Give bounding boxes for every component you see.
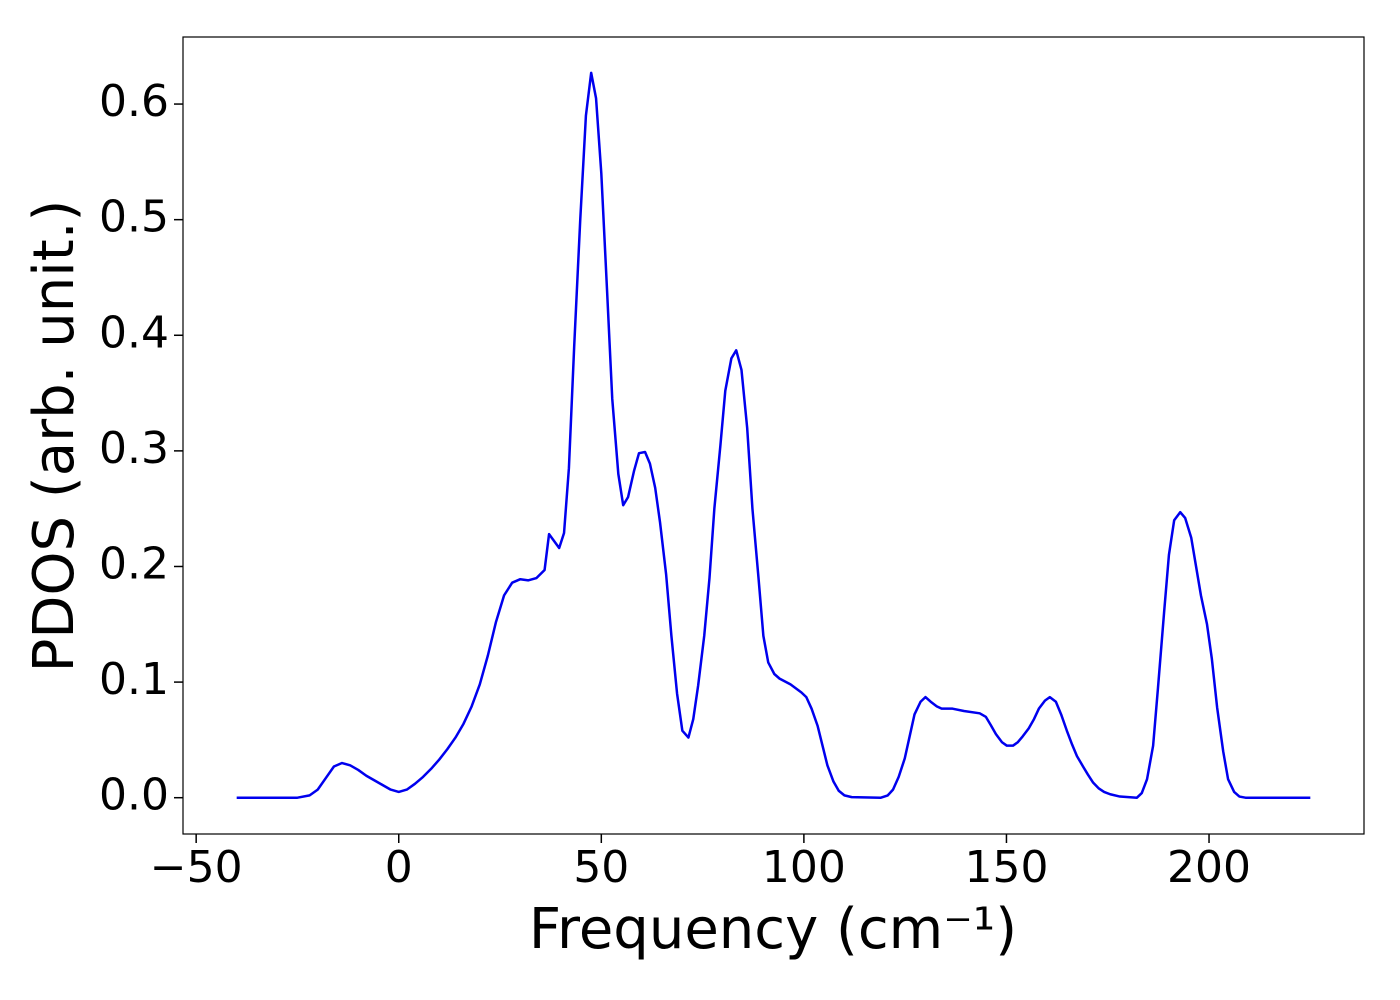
x-axis-label: Frequency (cm⁻¹): [529, 897, 1017, 962]
y-tick-label: 0.6: [99, 76, 169, 127]
y-tick-label: 0.3: [99, 423, 169, 474]
x-tick-label: 50: [573, 842, 629, 893]
y-tick-label: 0.5: [99, 192, 169, 243]
x-tick-label: −50: [150, 842, 243, 893]
y-axis-label: PDOS (arb. unit.): [22, 200, 87, 673]
line-series: [236, 71, 1311, 799]
x-tick-label: 150: [964, 842, 1048, 893]
x-tick-label: 200: [1167, 842, 1251, 893]
y-tick-label: 0.0: [99, 770, 169, 821]
x-tick-label: 0: [385, 842, 413, 893]
plot-frame: [182, 36, 1365, 835]
y-tick-label: 0.2: [99, 538, 169, 589]
x-tick-label: 100: [762, 842, 846, 893]
y-tick-label: 0.1: [99, 654, 169, 705]
y-tick-label: 0.4: [99, 307, 169, 358]
